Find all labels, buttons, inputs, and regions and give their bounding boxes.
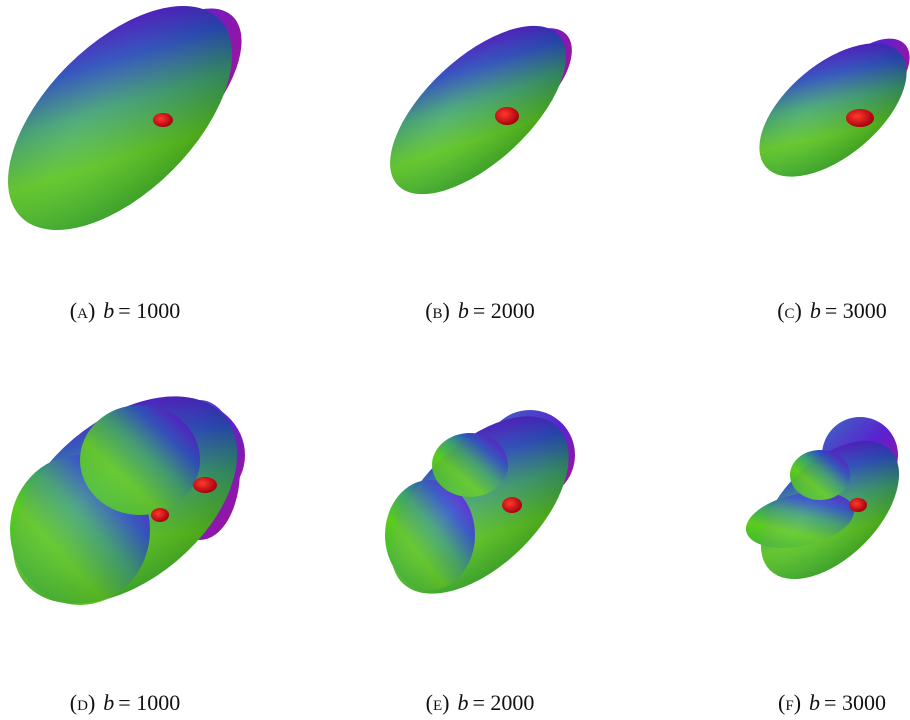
relation: = 2000 — [473, 298, 535, 323]
subfigure-tag: (e) — [426, 690, 450, 715]
caption: (f) b= 3000 — [712, 690, 910, 716]
surface-d — [0, 355, 276, 645]
caption: (e) b= 2000 — [360, 690, 600, 716]
caption: (a) b= 1000 — [5, 298, 245, 324]
subfigure-tag: (c) — [777, 298, 802, 323]
surface-e — [360, 385, 600, 625]
variable: b — [458, 298, 469, 323]
caption: (c) b= 3000 — [712, 298, 910, 324]
variable: b — [810, 298, 821, 323]
variable: b — [103, 690, 114, 715]
relation: = 1000 — [118, 690, 180, 715]
caption: (d) b= 1000 — [5, 690, 245, 716]
variable: b — [103, 298, 114, 323]
variable: b — [457, 690, 468, 715]
figure: (a)b= 1000 (b)b= 2000 (c)b= 3000 (d)b= 1… — [0, 0, 910, 720]
surface-c — [736, 18, 910, 202]
relation: = 2000 — [472, 690, 534, 715]
subfigure-tag: (f) — [778, 690, 801, 715]
surface-f — [736, 416, 910, 604]
renderings — [0, 0, 910, 720]
relation: = 3000 — [824, 690, 886, 715]
surface-b — [362, 0, 594, 223]
subfigure-tag: (a) — [70, 298, 96, 323]
relation: = 1000 — [118, 298, 180, 323]
variable: b — [809, 690, 820, 715]
caption: (b) b= 2000 — [360, 298, 600, 324]
surface-a — [0, 0, 271, 269]
relation: = 3000 — [825, 298, 887, 323]
subfigure-tag: (b) — [425, 298, 450, 323]
subfigure-tag: (d) — [70, 690, 96, 715]
